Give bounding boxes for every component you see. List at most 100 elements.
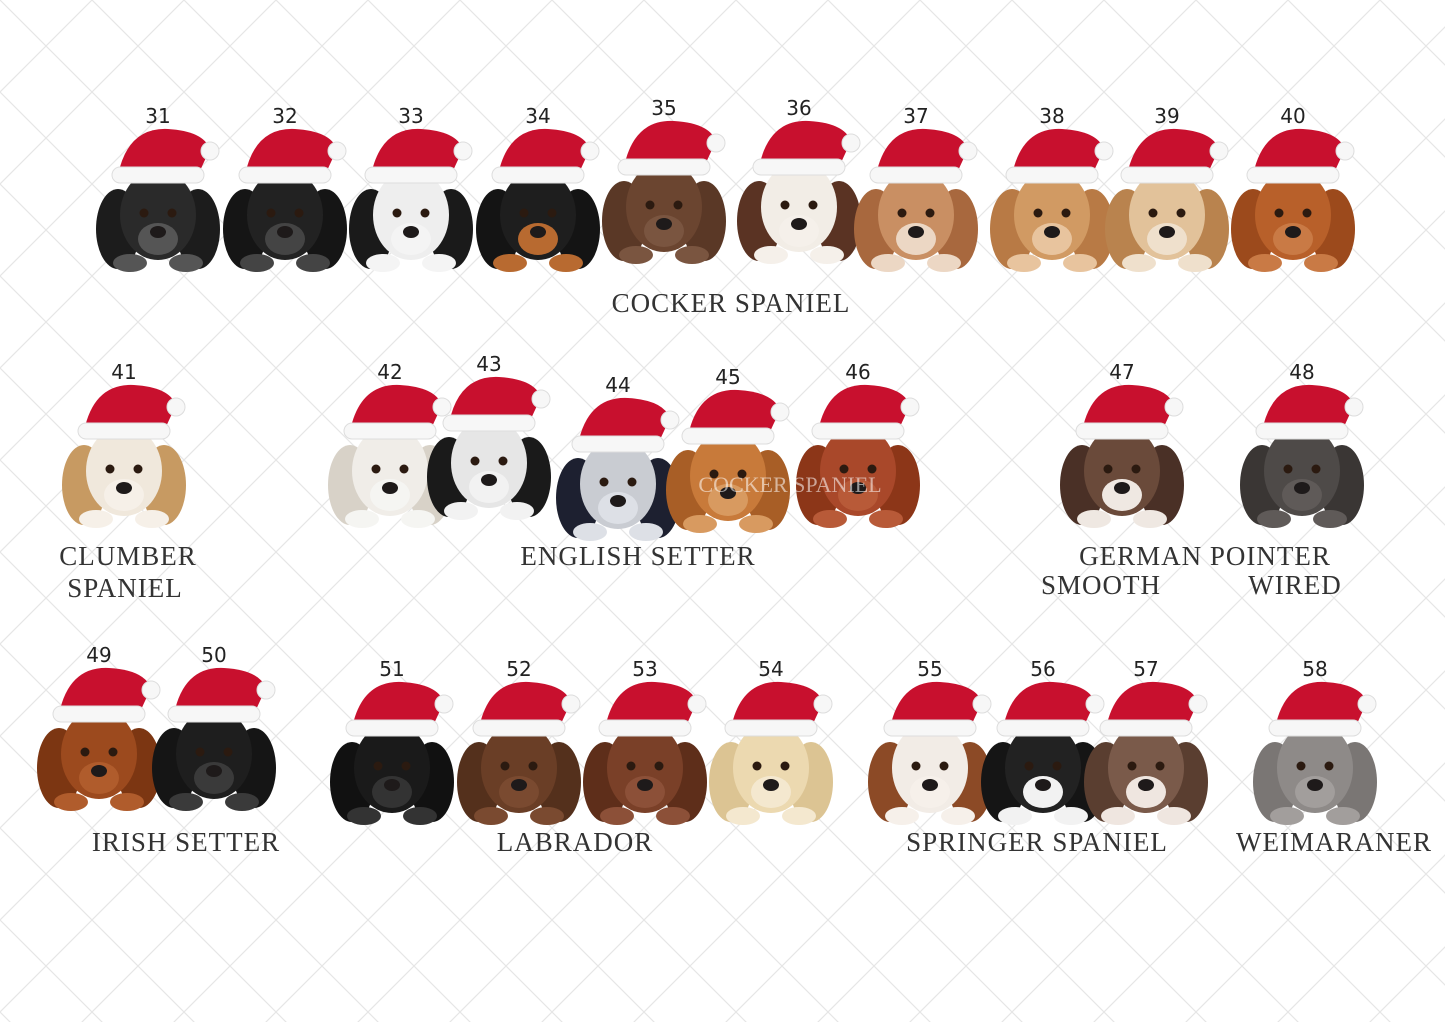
hat-brim: [598, 719, 692, 737]
muzzle: [1032, 223, 1072, 255]
eye: [195, 747, 205, 757]
paw: [113, 254, 147, 272]
hat: [731, 681, 823, 728]
eye: [294, 208, 304, 218]
paw: [1063, 254, 1097, 272]
paw: [675, 246, 709, 264]
hat-pom: [200, 141, 220, 161]
paw: [444, 502, 478, 520]
breed-group: 58 WEIMARANER: [1236, 657, 1431, 857]
paw: [813, 510, 847, 528]
hat-pom: [958, 141, 978, 161]
paw: [54, 793, 88, 811]
breed-group: 55 56 57 SPRINGER SPANIEL: [868, 657, 1208, 857]
hat-pom: [687, 694, 707, 714]
breed-label: LABRADOR: [497, 827, 654, 857]
eye: [839, 464, 849, 474]
dog: [1105, 128, 1229, 272]
nose: [1138, 779, 1154, 791]
nose: [1114, 482, 1130, 494]
nose: [116, 482, 132, 494]
dog: [1231, 128, 1355, 272]
eye: [752, 761, 762, 771]
eye: [939, 761, 949, 771]
dog-number: 36: [786, 96, 811, 120]
hat: [605, 681, 697, 728]
dog-number: 51: [379, 657, 404, 681]
paw: [493, 254, 527, 272]
nose: [1285, 226, 1301, 238]
paw: [871, 254, 905, 272]
hat-pom: [256, 680, 276, 700]
hat-pom: [972, 694, 992, 714]
muzzle: [838, 479, 878, 511]
hat-brim: [111, 166, 205, 184]
nose: [791, 218, 807, 230]
dog: [796, 384, 920, 528]
dog-number: 41: [111, 360, 136, 384]
paw: [1077, 510, 1111, 528]
hat-pom: [770, 402, 790, 422]
hat-brim: [1120, 166, 1214, 184]
dog-number: 31: [145, 104, 170, 128]
eye: [911, 761, 921, 771]
paw: [500, 502, 534, 520]
nose: [1159, 226, 1175, 238]
nose: [637, 779, 653, 791]
dog: [457, 681, 581, 825]
hat-pom: [1344, 397, 1364, 417]
hat-brim: [77, 422, 171, 440]
breed-label: ENGLISH SETTER: [520, 541, 755, 571]
hat-pom: [1335, 141, 1355, 161]
nose: [511, 779, 527, 791]
hat-brim: [752, 158, 846, 176]
eye: [105, 464, 115, 474]
eye: [1024, 761, 1034, 771]
dog: [476, 128, 600, 272]
hat: [1106, 681, 1198, 728]
eye: [1131, 464, 1141, 474]
eye: [223, 747, 233, 757]
paw: [573, 523, 607, 541]
eye: [1324, 761, 1334, 771]
hat-brim: [1246, 166, 1340, 184]
paw: [656, 807, 690, 825]
eye: [673, 200, 683, 210]
hat: [1275, 681, 1367, 728]
dog-number: 37: [903, 104, 928, 128]
dog-number: 40: [1280, 104, 1305, 128]
paw: [345, 510, 379, 528]
hat-pom: [660, 410, 680, 430]
hat-pom: [900, 397, 920, 417]
hat: [59, 667, 151, 714]
nose: [610, 495, 626, 507]
eye: [399, 464, 409, 474]
muzzle: [779, 215, 819, 247]
eye: [808, 200, 818, 210]
eye: [867, 464, 877, 474]
muzzle: [104, 479, 144, 511]
dog: [1253, 681, 1377, 825]
paw: [79, 510, 113, 528]
nose: [1035, 779, 1051, 791]
nose: [530, 226, 546, 238]
paw: [1007, 254, 1041, 272]
muzzle: [391, 223, 431, 255]
hat-brim: [491, 166, 585, 184]
muzzle: [1023, 776, 1063, 808]
hat: [578, 397, 670, 444]
eye: [1103, 464, 1113, 474]
nose: [481, 474, 497, 486]
muzzle: [265, 223, 305, 255]
dog: [583, 681, 707, 825]
paw: [1326, 807, 1360, 825]
eye: [1033, 208, 1043, 218]
eye: [371, 464, 381, 474]
muzzle: [896, 223, 936, 255]
hat-pom: [1357, 694, 1377, 714]
hat-brim: [442, 414, 536, 432]
dog: [349, 128, 473, 272]
paw: [619, 246, 653, 264]
eye: [1061, 208, 1071, 218]
eye: [599, 477, 609, 487]
